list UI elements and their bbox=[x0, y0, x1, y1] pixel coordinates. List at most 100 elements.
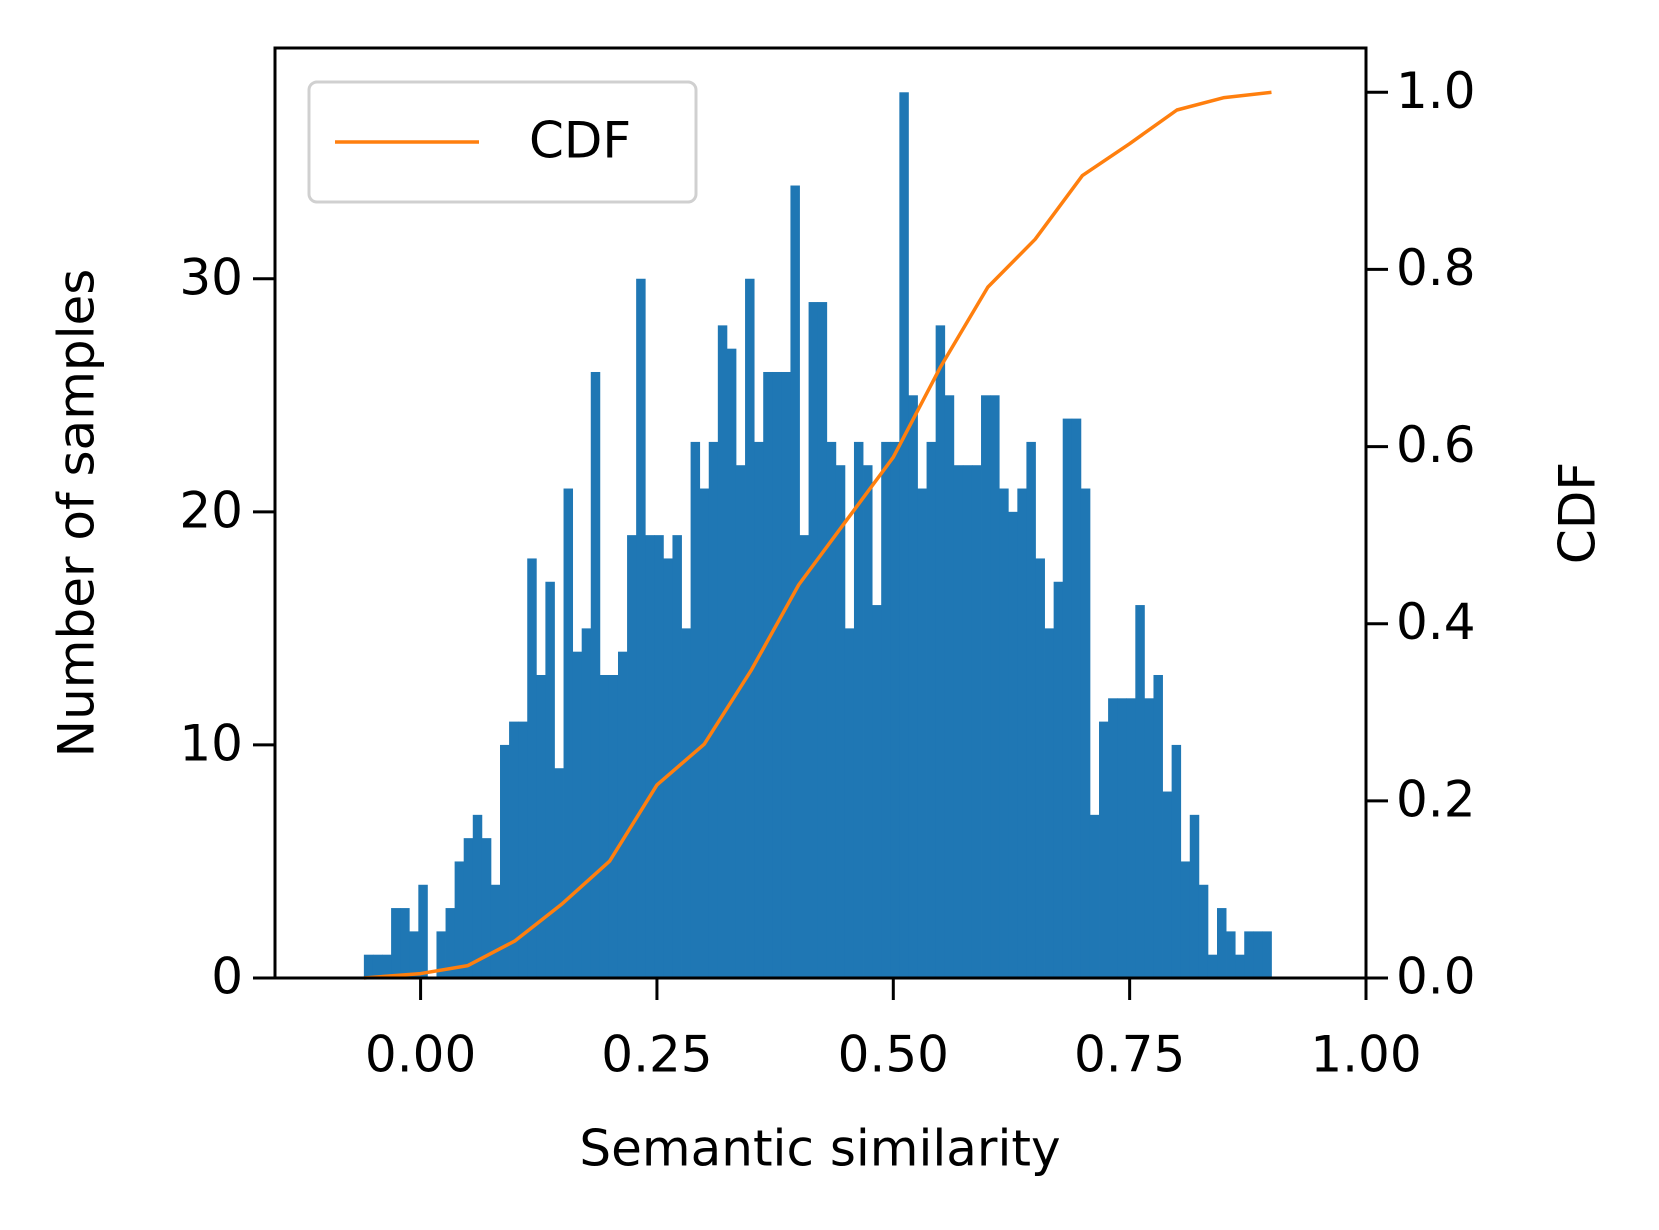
histogram-bar bbox=[617, 651, 628, 978]
y-tick-label: 0 bbox=[211, 948, 243, 1006]
histogram-bar bbox=[899, 92, 909, 979]
histogram-bar bbox=[1207, 954, 1218, 978]
histogram-bar bbox=[1026, 441, 1036, 978]
histogram-bar bbox=[518, 721, 528, 978]
histogram-bar bbox=[917, 488, 927, 978]
histogram-bar bbox=[572, 651, 583, 978]
histogram-bar bbox=[908, 395, 918, 979]
histogram-bar bbox=[1262, 931, 1272, 978]
histogram-bar bbox=[944, 395, 955, 979]
histogram-bar bbox=[844, 628, 855, 978]
histogram-bar bbox=[1153, 674, 1163, 978]
histogram-bar bbox=[363, 954, 374, 978]
histogram-bar bbox=[672, 535, 682, 978]
histogram-bar bbox=[817, 302, 828, 978]
histogram-bar bbox=[971, 465, 982, 979]
histogram-bar bbox=[1226, 931, 1236, 978]
histogram-bar bbox=[890, 441, 900, 978]
histogram-bar bbox=[1080, 488, 1091, 978]
histogram-bar bbox=[708, 441, 719, 978]
histogram-bar bbox=[835, 465, 846, 979]
histogram-bar bbox=[690, 441, 701, 978]
histogram-bar bbox=[554, 768, 564, 978]
y2-tick-label: 0.4 bbox=[1396, 593, 1476, 651]
histogram-bar bbox=[1035, 558, 1045, 978]
histogram-bar bbox=[962, 465, 973, 979]
histogram-bar bbox=[1244, 931, 1254, 978]
histogram-bar bbox=[563, 488, 574, 978]
histogram-bar bbox=[1089, 814, 1100, 978]
histogram-bar bbox=[1144, 698, 1154, 978]
histogram-bar bbox=[472, 814, 483, 978]
histogram-bar bbox=[1162, 791, 1173, 978]
histogram-bar bbox=[781, 371, 791, 978]
histogram-bar bbox=[735, 465, 746, 979]
histogram-bar bbox=[463, 838, 474, 978]
histogram-bar bbox=[754, 441, 764, 978]
x-tick-label: 0.50 bbox=[838, 1026, 949, 1084]
histogram-bar bbox=[545, 581, 555, 978]
histogram-bar bbox=[481, 838, 492, 978]
histogram-bar bbox=[1180, 861, 1191, 978]
histogram-bar bbox=[772, 371, 782, 978]
histogram-bar bbox=[608, 674, 619, 978]
histogram-bar bbox=[445, 908, 456, 978]
histogram-bar bbox=[599, 674, 610, 978]
histogram-bar bbox=[490, 884, 501, 978]
histogram-bar bbox=[763, 371, 773, 978]
histogram-bar bbox=[581, 628, 592, 978]
histogram-bar bbox=[627, 535, 637, 978]
histogram-bar bbox=[990, 395, 1000, 979]
histogram-bar bbox=[1099, 721, 1109, 978]
histogram-bar bbox=[863, 465, 873, 979]
histogram-bar bbox=[1108, 698, 1118, 978]
histogram-bar bbox=[382, 954, 392, 978]
legend-label: CDF bbox=[529, 112, 631, 170]
y2-tick-label: 0.8 bbox=[1396, 239, 1476, 297]
y-tick-label: 20 bbox=[179, 481, 243, 539]
x-tick-label: 1.00 bbox=[1310, 1026, 1421, 1084]
histogram-bar bbox=[953, 465, 964, 979]
histogram-bar bbox=[636, 278, 646, 978]
histogram-bar bbox=[935, 325, 946, 978]
histogram-bar bbox=[717, 325, 728, 978]
x-axis-label: Semantic similarity bbox=[579, 1120, 1060, 1178]
cdf-line bbox=[363, 90, 1272, 980]
histogram-bar bbox=[799, 535, 809, 978]
histogram-bar bbox=[826, 441, 837, 978]
legend-box bbox=[307, 80, 698, 204]
histogram-bar bbox=[1017, 488, 1027, 978]
histogram-bar bbox=[418, 884, 428, 978]
histogram-bar bbox=[699, 488, 710, 978]
histogram-bar bbox=[645, 535, 655, 978]
histogram-bar bbox=[500, 744, 510, 978]
histogram-bar bbox=[1053, 581, 1064, 978]
histogram-bar bbox=[590, 371, 601, 978]
histogram-bar bbox=[1135, 605, 1145, 978]
histogram-bar bbox=[1117, 698, 1127, 978]
histogram-bar bbox=[1171, 744, 1182, 978]
x-tick-label: 0.75 bbox=[1074, 1026, 1185, 1084]
y-tick-label: 30 bbox=[179, 248, 243, 306]
histogram-bar bbox=[726, 348, 737, 978]
y2-tick-label: 0.0 bbox=[1396, 948, 1476, 1006]
histogram-bar bbox=[509, 721, 519, 978]
histogram-bar bbox=[1126, 698, 1136, 978]
histogram-bar bbox=[663, 558, 673, 978]
y-axis-label: Number of samples bbox=[48, 269, 106, 758]
histogram-bar bbox=[1071, 418, 1082, 978]
histogram-bar bbox=[1198, 884, 1209, 978]
histogram-bar bbox=[999, 488, 1009, 978]
histogram-bar bbox=[372, 954, 383, 978]
x-tick-label: 0.25 bbox=[601, 1026, 712, 1084]
histogram-bar bbox=[527, 558, 537, 978]
x-tick-label: 0.00 bbox=[365, 1026, 476, 1084]
histogram-bar bbox=[1217, 908, 1227, 978]
histogram-bar bbox=[1189, 814, 1200, 978]
histogram-bar bbox=[1008, 511, 1018, 978]
histogram-bar bbox=[1253, 931, 1263, 978]
histogram-bar bbox=[981, 395, 991, 979]
histogram-bar bbox=[409, 931, 419, 978]
histogram-bar bbox=[1235, 954, 1245, 978]
y2-tick-label: 1.0 bbox=[1396, 62, 1476, 120]
